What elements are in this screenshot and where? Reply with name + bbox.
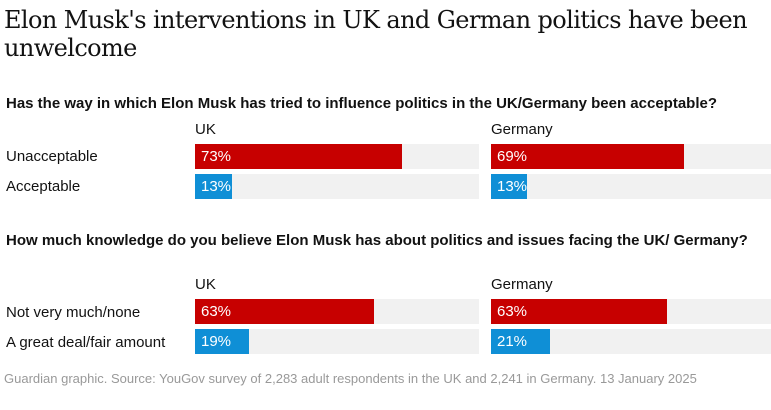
- bar-track: 19%: [195, 329, 479, 354]
- question-acceptability: Has the way in which Elon Musk has tried…: [6, 95, 717, 112]
- data-label: 63%: [497, 303, 528, 320]
- source-footer: Guardian graphic. Source: YouGov survey …: [4, 371, 697, 386]
- bar-track: 13%: [195, 174, 479, 199]
- bar-uk-acceptable: 13%: [195, 174, 232, 199]
- bar-track: 73%: [195, 144, 479, 169]
- bar-track: 63%: [491, 299, 771, 324]
- bar-uk-not-very-much: 63%: [195, 299, 374, 324]
- bar-uk-unacceptable: 73%: [195, 144, 403, 169]
- question-knowledge: How much knowledge do you believe Elon M…: [6, 232, 748, 249]
- bar-germany-not-very-much: 63%: [491, 299, 668, 324]
- data-label: 19%: [201, 333, 232, 350]
- bar-germany-acceptable: 13%: [491, 174, 528, 199]
- row-label-great-deal: A great deal/fair amount: [6, 334, 166, 351]
- bar-track: 63%: [195, 299, 479, 324]
- data-label: 13%: [497, 178, 528, 195]
- bar-uk-great-deal: 19%: [195, 329, 249, 354]
- column-label-uk: UK: [195, 276, 216, 293]
- data-label: 63%: [201, 303, 232, 320]
- data-label: 69%: [497, 148, 528, 165]
- bar-track: 13%: [491, 174, 771, 199]
- row-label-not-very-much: Not very much/none: [6, 304, 141, 321]
- bar-germany-unacceptable: 69%: [491, 144, 685, 169]
- bar-track: 69%: [491, 144, 771, 169]
- row-label-unacceptable: Unacceptable: [6, 148, 98, 165]
- chart-title: Elon Musk's interventions in UK and Germ…: [4, 6, 748, 62]
- column-label-germany: Germany: [491, 121, 553, 138]
- bar-track: 21%: [491, 329, 771, 354]
- column-label-germany: Germany: [491, 276, 553, 293]
- bar-germany-great-deal: 21%: [491, 329, 550, 354]
- column-label-uk: UK: [195, 121, 216, 138]
- row-label-acceptable: Acceptable: [6, 178, 81, 195]
- data-label: 13%: [201, 178, 232, 195]
- data-label: 73%: [201, 148, 232, 165]
- data-label: 21%: [497, 333, 528, 350]
